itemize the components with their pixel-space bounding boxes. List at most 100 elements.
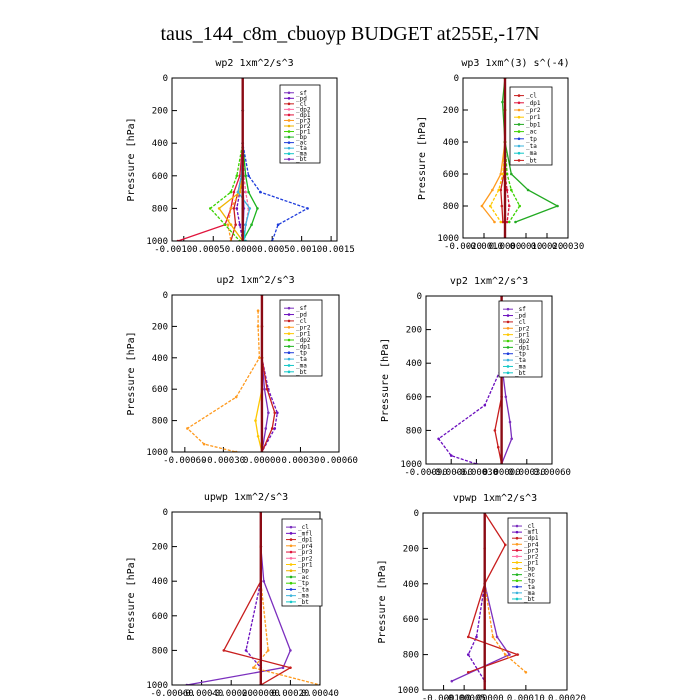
legend-entry-wp2: _ma [296, 151, 307, 158]
data-point-up2 [256, 435, 260, 438]
data-point-vpwp [466, 635, 470, 639]
y-tick-label-upwp: 600 [152, 612, 168, 622]
data-point-wp3 [510, 188, 513, 192]
panel-title-upwp: upwp 1xm^2/s^3 [204, 492, 288, 503]
y-tick-label-upwp: 1000 [146, 681, 168, 691]
legend-marker-vpwp [515, 561, 519, 564]
legend-entry-up2: _pr1 [296, 331, 311, 338]
legend-marker-up2 [287, 325, 291, 329]
data-point-up2 [270, 427, 274, 430]
legend-entry-vpwp: _cl [524, 523, 535, 530]
legend-marker-vp2 [506, 339, 510, 343]
y-tick-label-wp2: 800 [152, 204, 168, 214]
x-tick-label-vpwp: 0.00010 [507, 694, 545, 700]
legend-marker-vpwp [515, 597, 519, 601]
y-tick-label-up2: 400 [152, 354, 168, 364]
panel-wp2: wp2 1xm^2/s^3 Pressure [hPa] 0 200 400 600 800… [126, 58, 355, 255]
y-axis-label-up2: Pressure [hPa] [126, 331, 137, 415]
legend-marker-vpwp [515, 536, 519, 540]
y-tick-label-vp2: 600 [406, 393, 422, 403]
data-point-wp3 [500, 204, 504, 208]
data-point-wp3 [510, 172, 513, 176]
legend-marker-vp2 [506, 326, 510, 330]
x-tick-label-up2: 0.00000 [243, 456, 281, 466]
data-point-vp2 [449, 454, 453, 457]
legend-entry-upwp: _pr2 [298, 555, 313, 562]
y-tick-label-wp3: 1000 [437, 234, 459, 244]
x-tick-label-vp2: -0.00030 [455, 468, 498, 478]
x-tick-label-vpwp: 0.00000 [466, 694, 504, 700]
legend-marker-upwp [289, 563, 293, 566]
legend-entry-up2: _dp1 [296, 343, 311, 350]
legend-entry-vp2: _bt [515, 370, 526, 377]
legend-entry-upwp: _ta [298, 586, 309, 593]
x-tick-label-wp2: -0.00100.00050.00000.00050.00100.0015 [154, 245, 354, 255]
legend-entry-up2: _sf [296, 305, 307, 312]
legend-entry-wp2: _ta [296, 145, 307, 152]
legend-wp3: _cl_dp1_pr2_pr1_bp1_ac_tp_ta_ma_bt [509, 86, 553, 166]
data-point-up2 [256, 309, 260, 313]
legend-marker-up2 [287, 313, 291, 316]
legend-marker-vp2 [506, 352, 510, 356]
legend-marker-wp2 [287, 97, 291, 100]
data-point-wp3 [501, 172, 505, 176]
legend-entry-up2: _ma [296, 362, 307, 369]
data-point-vp2 [508, 420, 512, 424]
data-point-wp2 [232, 207, 236, 210]
x-tick-label-up2: 0.00060 [320, 456, 358, 466]
legend-entry-upwp: _bt [298, 599, 309, 606]
x-tick-label-upwp: 0.00040 [301, 689, 339, 699]
legend-entry-wp2: _bp [296, 134, 307, 141]
series-line-up2-3 [186, 310, 261, 452]
data-point-vpwp [508, 653, 511, 656]
legend-marker-vp2 [506, 358, 510, 362]
legend-marker-upwp [289, 544, 293, 548]
series-line-vp2-1 [437, 312, 505, 464]
y-tick-label-wp2: 200 [152, 107, 168, 117]
y-tick-label-vpwp: 200 [403, 544, 419, 554]
series-group-upwp [185, 512, 320, 685]
legend-entry-wp2: _pr1 [296, 129, 311, 136]
legend-marker-vpwp [515, 530, 519, 534]
legend-marker-vpwp [515, 542, 519, 546]
y-axis-label-upwp: Pressure [hPa] [126, 556, 137, 640]
panel-title-up2: up2 1xm^2/s^3 [216, 275, 294, 286]
data-point-wp3 [497, 188, 501, 192]
legend-entry-wp2: _dp1 [296, 112, 311, 119]
data-point-wp2 [229, 223, 233, 226]
legend-vp2: _sf_pd_cl_pr2_pr1_dp2_dp1_tp_ta_ma_bt [498, 300, 543, 378]
legend-entry-wp3: _bp1 [526, 121, 541, 128]
data-point-upwp [289, 666, 292, 669]
legend-marker-wp2 [287, 152, 291, 155]
legend-marker-wp2 [287, 102, 291, 106]
legend-marker-vpwp [515, 524, 519, 528]
data-point-vpwp [524, 671, 528, 674]
legend-entry-wp2: _bt [296, 156, 307, 163]
legend-marker-vpwp [515, 585, 519, 589]
plot-frame-up2 [171, 294, 340, 453]
series-line-upwp-0 [186, 512, 292, 685]
legend-vpwp: _cl_mfl_dp1_pr4_pr3_pr2_pr1_bp_ac_tp_ta_… [507, 517, 551, 604]
legend-entry-up2: _tp [296, 350, 307, 357]
data-point-up2 [256, 325, 260, 328]
data-point-up2 [186, 427, 189, 430]
y-tick-label-wp2: 400 [152, 139, 168, 149]
legend-box-vp2 [498, 300, 543, 378]
series-group-vpwp [450, 513, 528, 690]
legend-marker-vp2 [506, 346, 510, 349]
legend-marker-wp3 [517, 159, 521, 162]
data-point-wp3 [499, 220, 503, 224]
data-point-wp2 [232, 190, 236, 194]
data-point-wp2 [235, 174, 239, 178]
data-point-wp3 [518, 204, 521, 208]
legend-marker-up2 [287, 338, 291, 342]
legend-entry-vpwp: _ta [524, 584, 535, 591]
legend-marker-upwp [289, 538, 293, 541]
y-tick-label-up2: 0 [163, 291, 168, 301]
x-tick-label-wp3: 0.0010 [510, 242, 543, 252]
legend-marker-upwp [289, 581, 293, 585]
legend-marker-vpwp [515, 579, 519, 583]
legend-entry-vpwp: _pr4 [524, 541, 539, 548]
legend-entry-wp2: _pr3 [296, 117, 311, 124]
series-group-wp2 [176, 78, 310, 241]
